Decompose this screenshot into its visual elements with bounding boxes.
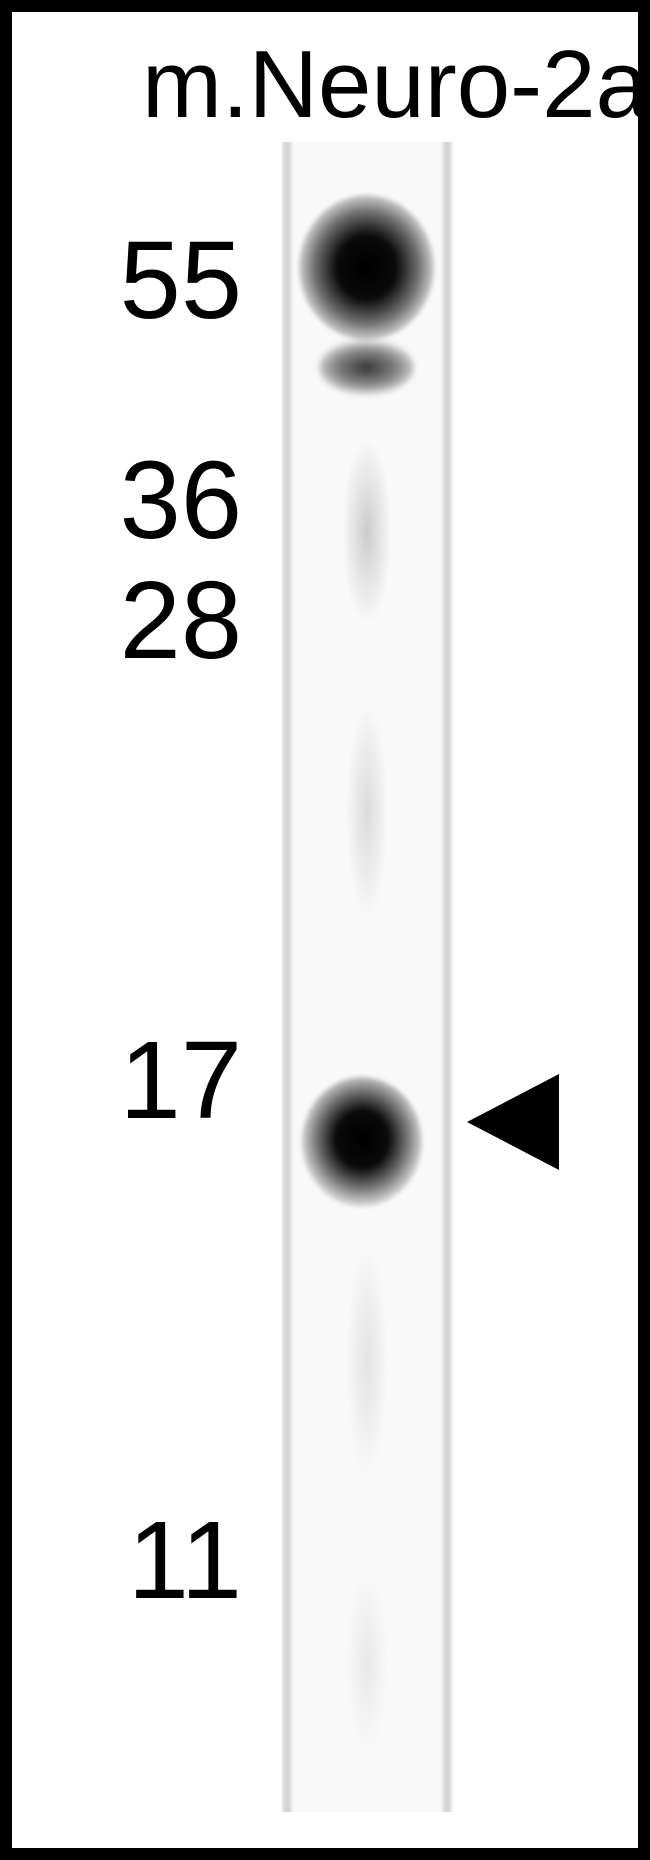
mw-label-55: 55 [82, 217, 242, 344]
lane-smear [337, 682, 397, 942]
western-blot-figure: m.Neuro-2a 55 36 28 17 11 [0, 0, 650, 1860]
mw-label-11: 11 [82, 1497, 242, 1624]
band-17 [302, 1077, 422, 1207]
mw-label-36: 36 [82, 437, 242, 564]
mw-label-17: 17 [82, 1017, 242, 1144]
lane-smear [337, 1222, 397, 1502]
band-55-sub [319, 340, 414, 395]
lane-header-label: m.Neuro-2a [142, 30, 649, 140]
band-55 [299, 195, 434, 340]
lane-edge-right [440, 142, 454, 1812]
target-arrow-icon [467, 1074, 559, 1170]
lane-smear [332, 422, 402, 642]
lane-smear [337, 1552, 397, 1772]
mw-label-28: 28 [82, 557, 242, 684]
lane-edge-left [280, 142, 294, 1812]
